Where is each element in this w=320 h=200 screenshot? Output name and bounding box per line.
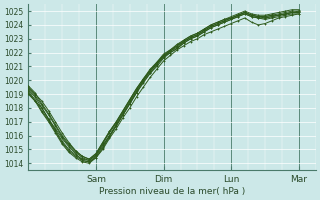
X-axis label: Pression niveau de la mer( hPa ): Pression niveau de la mer( hPa )	[99, 187, 245, 196]
